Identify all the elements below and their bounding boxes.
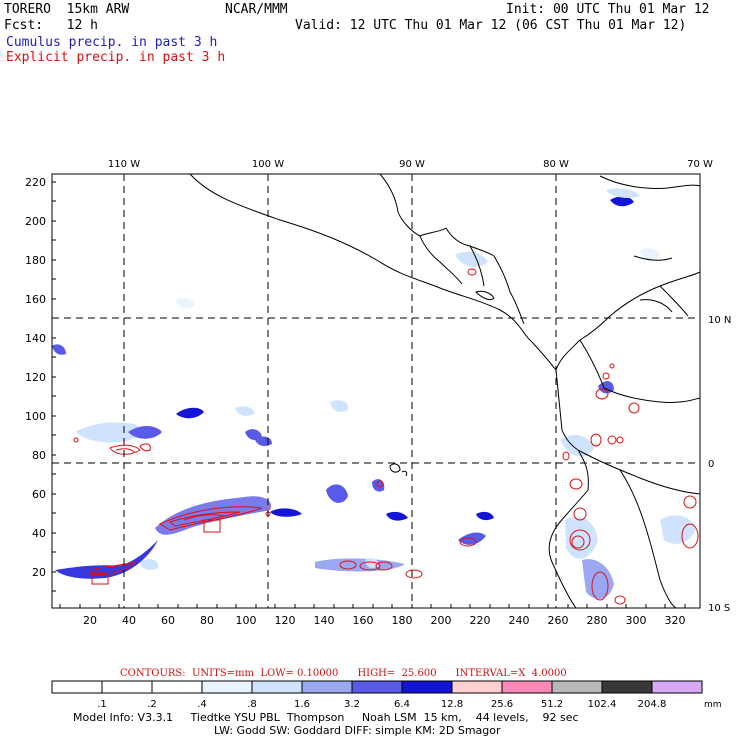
y-tick-label: 160 <box>25 293 46 306</box>
lon-label: 80 W <box>543 159 569 170</box>
valid-time: Valid: 12 UTC Thu 01 Mar 12 (06 CST Thu … <box>295 18 687 33</box>
y-tick-label: 100 <box>25 410 46 423</box>
y-tick-label: 180 <box>25 254 46 267</box>
colorbar-cell <box>151 680 203 694</box>
colorbar-cell <box>401 680 453 694</box>
colorbar-cell <box>501 680 553 694</box>
y-tick-label: 120 <box>25 371 46 384</box>
y-tick-label: 20 <box>32 566 46 579</box>
explicit-field-label: Explicit precip. in past 3 h <box>6 50 226 65</box>
precip-map: 110 W 100 W 90 W 80 W 70 W 10 N 0 10 S <box>25 159 731 627</box>
map-frame <box>51 173 701 609</box>
colorbar-cell <box>651 680 703 694</box>
colorbar-cell <box>51 680 103 694</box>
colorbar-label: 51.2 <box>541 699 563 710</box>
lat-label: 10 N <box>708 315 731 326</box>
colorbar-label: 6.4 <box>394 699 410 710</box>
colorbar-cell <box>251 680 303 694</box>
lon-label: 100 W <box>252 159 284 170</box>
colorbar-cell <box>351 680 403 694</box>
init-time: Init: 00 UTC Thu 01 Mar 12 <box>506 2 710 17</box>
colorbar-label: 25.6 <box>491 699 513 710</box>
colorbar-label: 102.4 <box>588 699 617 710</box>
model-info: Model Info: V3.3.1 Tiedtke YSU PBL Thomp… <box>73 711 579 724</box>
contours-info: CONTOURS: UNITS=mm LOW= 0.10000 HIGH= 25… <box>120 668 567 679</box>
x-tick-label: 20 <box>83 614 97 627</box>
colorbar-label: 1.6 <box>294 699 310 710</box>
x-tick-label: 100 <box>236 614 257 627</box>
x-tick-label: 280 <box>587 614 608 627</box>
colorbar-cell <box>451 680 503 694</box>
x-tick-label: 320 <box>665 614 686 627</box>
lon-label: 110 W <box>108 159 140 170</box>
colorbar-cell <box>551 680 603 694</box>
x-tick-label: 220 <box>470 614 491 627</box>
cumulus-field-label: Cumulus precip. in past 3 h <box>6 35 218 50</box>
explicit-precip-contours <box>73 268 699 605</box>
colorbar-unit: mm <box>704 700 722 710</box>
x-tick-label: 200 <box>431 614 452 627</box>
x-tick-label: 160 <box>353 614 374 627</box>
colorbar-label: 12.8 <box>441 699 463 710</box>
colorbar-label: .2 <box>147 699 157 710</box>
coastlines <box>189 173 701 609</box>
axis-ticks <box>52 181 686 608</box>
x-tick-label: 120 <box>275 614 296 627</box>
x-tick-label: 80 <box>200 614 214 627</box>
x-tick-label: 180 <box>392 614 413 627</box>
y-tick-label: 220 <box>25 176 46 189</box>
lon-label: 90 W <box>399 159 425 170</box>
x-tick-label: 140 <box>314 614 335 627</box>
colorbar-label: .1 <box>97 699 107 710</box>
x-tick-label: 300 <box>626 614 647 627</box>
colorbar-cell <box>301 680 353 694</box>
model-title: TORERO 15km ARW <box>4 2 130 17</box>
y-tick-label: 140 <box>25 332 46 345</box>
cumulus-precip-areas <box>52 188 696 599</box>
x-tick-label: 40 <box>122 614 136 627</box>
colorbar-cell <box>201 680 253 694</box>
y-tick-label: 200 <box>25 215 46 228</box>
x-tick-label: 240 <box>509 614 530 627</box>
y-tick-label: 60 <box>32 488 46 501</box>
colorbar: .1.2.4.8 1.6 3.2 6.4 12.8 25.6 51.2 102.4 204.8 … <box>51 680 722 710</box>
lat-label: 0 <box>708 459 714 470</box>
colorbar-label: 3.2 <box>344 699 360 710</box>
y-tick-label: 80 <box>32 449 46 462</box>
x-tick-label: 60 <box>161 614 175 627</box>
lon-label: 70 W <box>687 159 713 170</box>
colorbar-cell <box>101 680 153 694</box>
organization: NCAR/MMM <box>225 2 288 17</box>
forecast-hour: Fcst: 12 h <box>4 18 98 33</box>
colorbar-label: 204.8 <box>638 699 667 710</box>
y-tick-label: 40 <box>32 527 46 540</box>
physics-info: LW: Godd SW: Goddard DIFF: simple KM: 2D… <box>214 724 501 737</box>
colorbar-label: .8 <box>247 699 257 710</box>
colorbar-label: .4 <box>197 699 207 710</box>
x-tick-label: 260 <box>548 614 569 627</box>
graticule <box>52 174 700 608</box>
colorbar-cell <box>601 680 653 694</box>
lat-label: 10 S <box>708 603 730 614</box>
